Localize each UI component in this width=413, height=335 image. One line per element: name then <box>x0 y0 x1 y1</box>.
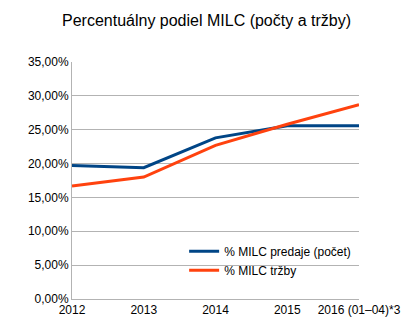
svg-text:2014: 2014 <box>202 303 229 317</box>
svg-text:5,00%: 5,00% <box>35 258 69 272</box>
svg-text:2013: 2013 <box>130 303 157 317</box>
svg-text:0,00%: 0,00% <box>35 292 69 306</box>
svg-text:2012: 2012 <box>59 303 86 317</box>
svg-text:30,00%: 30,00% <box>28 89 69 103</box>
svg-text:% MILC tržby: % MILC tržby <box>224 264 296 278</box>
svg-text:% MILC predaje (počet): % MILC predaje (počet) <box>224 245 351 259</box>
svg-text:35,00%: 35,00% <box>28 55 69 69</box>
svg-text:2015: 2015 <box>274 303 301 317</box>
svg-text:10,00%: 10,00% <box>28 224 69 238</box>
svg-text:Percentuálny podiel MILC (počt: Percentuálny podiel MILC (počty a tržby) <box>62 12 351 29</box>
svg-text:2016 (01–04)*3: 2016 (01–04)*3 <box>318 303 401 317</box>
svg-text:15,00%: 15,00% <box>28 191 69 205</box>
svg-text:25,00%: 25,00% <box>28 123 69 137</box>
svg-text:20,00%: 20,00% <box>28 157 69 171</box>
